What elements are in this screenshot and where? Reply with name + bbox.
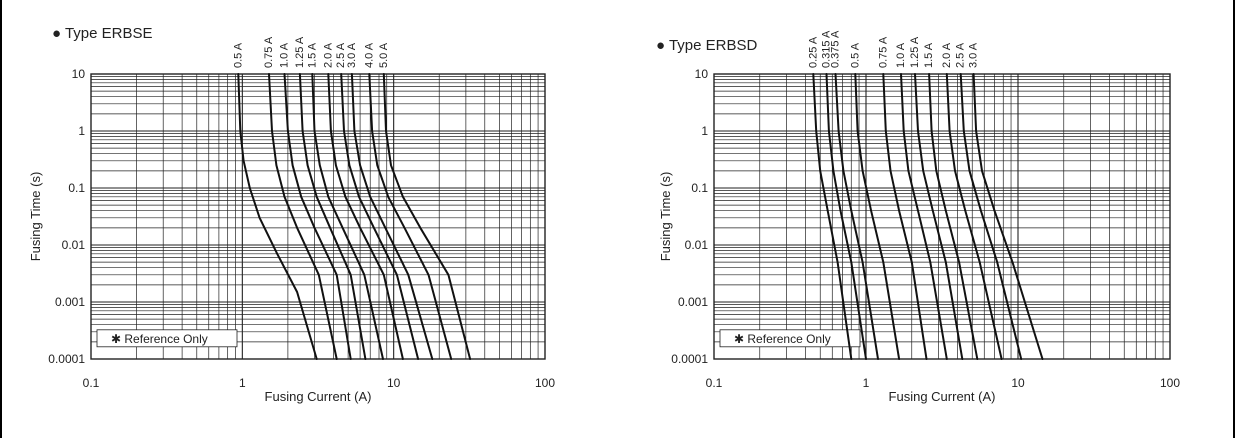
- x-tick-label: 10: [387, 376, 401, 390]
- series-label: 0.5 A: [232, 42, 244, 68]
- y-tick-label: 0.0001: [48, 352, 85, 366]
- chart-title: ● Type ERBSE: [52, 25, 153, 42]
- series-label: 1.0 A: [279, 42, 291, 68]
- series-label: 2.0 A: [322, 42, 334, 68]
- curve-1-5-a: [311, 73, 384, 360]
- y-tick-label: 0.001: [55, 295, 85, 309]
- curve-4-0-a: [368, 73, 453, 360]
- series-label: 0.375 A: [829, 30, 841, 68]
- y-tick-label: 0.001: [678, 295, 708, 309]
- x-axis-title: Fusing Current (A): [889, 389, 996, 404]
- curve-0-315-a: [825, 73, 867, 360]
- x-tick-label: 0.1: [706, 376, 723, 390]
- x-axis-title: Fusing Current (A): [265, 389, 372, 404]
- series-label: 1.5 A: [306, 42, 318, 68]
- y-tick-label: 1: [78, 124, 85, 138]
- reference-note: ✱ Reference Only: [111, 332, 208, 346]
- y-tick-label: 10: [695, 67, 709, 81]
- y-tick-label: 0.0001: [671, 352, 708, 366]
- series-label: 2.0 A: [941, 42, 953, 68]
- series-label: 3.0 A: [346, 42, 358, 68]
- curve-1-0-a: [283, 73, 352, 360]
- series-label: 2.5 A: [955, 42, 967, 68]
- x-tick-label: 0.1: [83, 376, 100, 390]
- curve-5-0-a: [382, 73, 472, 360]
- reference-note: ✱ Reference Only: [734, 332, 831, 346]
- reference-note-box: [719, 329, 861, 348]
- series-label: 1.0 A: [895, 42, 907, 68]
- series-label: 2.5 A: [335, 42, 347, 68]
- y-tick-label: 0.01: [685, 238, 709, 252]
- x-tick-label: 10: [1011, 376, 1025, 390]
- chart-title: ● Type ERBSD: [656, 37, 757, 54]
- reference-note-box: [96, 329, 238, 348]
- curve-0-5-a: [237, 73, 318, 360]
- curve-3-0-a: [350, 73, 434, 360]
- curve-0-375-a: [834, 73, 879, 360]
- x-tick-label: 1: [239, 376, 246, 390]
- chart-1: ✱ Reference Only 0.5 A 0.75 A 1.0 A 1.25 A 1.…: [28, 25, 555, 404]
- curve-0-75-a: [882, 73, 928, 360]
- series-label: 0.75 A: [263, 36, 275, 68]
- x-tick-label: 100: [1160, 376, 1180, 390]
- curve-1-5-a: [928, 73, 979, 360]
- series-label: 0.25 A: [807, 36, 819, 68]
- series-label: 1.5 A: [923, 42, 935, 68]
- y-tick-label: 1: [701, 124, 708, 138]
- curve-1-25-a: [914, 73, 964, 360]
- curve-1-25-a: [298, 73, 367, 360]
- plot-area-border: [713, 73, 1171, 360]
- y-axis-title: Fusing Time (s): [658, 172, 673, 262]
- curve-2-5-a: [959, 73, 1023, 360]
- series-label: 3.0 A: [968, 42, 980, 68]
- y-tick-label: 0.1: [691, 181, 708, 195]
- y-axis-title: Fusing Time (s): [28, 172, 43, 262]
- series-label: 0.315 A: [821, 30, 833, 68]
- series-label: 0.75 A: [877, 36, 889, 68]
- series-label: 5.0 A: [378, 42, 390, 68]
- chart-2: ✱ Reference Only 0.25 A 0.315 A0.375 A 0.5 …: [656, 30, 1180, 404]
- series-label: 1.25 A: [909, 36, 921, 68]
- x-tick-label: 100: [535, 376, 555, 390]
- curve-0-5-a: [854, 73, 901, 360]
- curve-2-0-a: [327, 73, 404, 360]
- curve-2-5-a: [340, 73, 420, 360]
- curve-0-25-a: [812, 73, 853, 360]
- series-label: 4.0 A: [363, 42, 375, 68]
- curve-2-0-a: [945, 73, 1003, 360]
- series-label: 0.5 A: [849, 42, 861, 68]
- plot-area-border: [90, 73, 546, 360]
- curve-3-0-a: [972, 73, 1044, 360]
- curve-0-75-a: [268, 73, 338, 360]
- series-label: 1.25 A: [294, 36, 306, 68]
- x-tick-label: 1: [863, 376, 870, 390]
- y-tick-label: 10: [72, 67, 86, 81]
- curve-1-0-a: [900, 73, 948, 360]
- y-tick-label: 0.1: [68, 181, 85, 195]
- y-tick-label: 0.01: [62, 238, 86, 252]
